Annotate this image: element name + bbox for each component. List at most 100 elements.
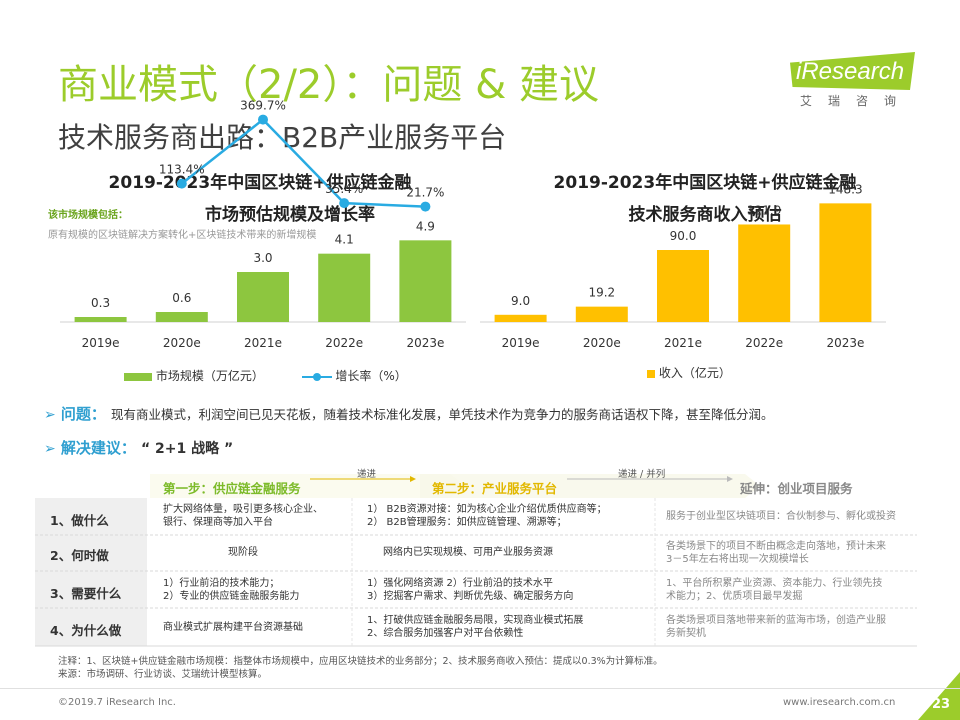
row1-col1-line1: 扩大网络体量，吸引更多核心企业、 — [163, 504, 323, 515]
row-label-when: 2、何时做 — [50, 548, 109, 563]
arrow1-head — [410, 476, 416, 482]
table-label-column — [35, 498, 147, 646]
row4-col3-line2: 务新契机 — [666, 628, 706, 639]
chart1-svg: 0.3 0.6 3.0 4.1 4.9 113.4% 369.7% 35.4% 21.7% 2… — [60, 99, 886, 350]
chart1-bar-2022e — [738, 224, 791, 322]
market-note-label: 该市场规模包括： — [48, 210, 128, 221]
chart0-bar-label-2019e: 0.3 — [91, 296, 110, 310]
chart0-bar-2022e — [318, 253, 371, 322]
chart2-legend: 收入（亿元） — [647, 364, 731, 381]
row-label-need: 3、需要什么 — [50, 586, 122, 601]
arrow2-label: 递进 / 并列 — [618, 469, 666, 480]
chart0-tick-2023e: 2023e — [406, 336, 444, 350]
problem-line: ➢ 问题： 现有商业模式，利润空间已见天花板，随着技术标准化发展，单凭技术作为竞… — [44, 403, 773, 424]
row3-col3-line1: 1、平台所积累产业资源、资本能力、行业领先技 — [666, 578, 883, 589]
chart2-title-line2: 技术服务商收入预估 — [628, 205, 782, 225]
growth-point-2022e — [339, 198, 350, 209]
legend-revenue-swatch — [647, 369, 655, 378]
growth-point-2021e — [258, 114, 268, 125]
logo-text: iResearch — [796, 58, 905, 85]
row3-col1: 1）行业前沿的技术能力； 2）专业的供应链金融服务能力 — [163, 577, 299, 603]
solution-text: “ 2+1 战略 ” — [140, 441, 234, 457]
row4-col2-line1: 1、打破供应链金融服务局限，实现商业模式拓展 — [367, 615, 584, 626]
row3-col1-line2: 2）专业的供应链金融服务能力 — [163, 591, 300, 602]
growth-point-2023e — [420, 201, 431, 212]
chart1-tick-2020e: 2020e — [583, 336, 621, 350]
page-number: 23 — [932, 697, 951, 712]
row1-col2: 1） B2B资源对接：如为核心企业介绍优质供应商等； 2） B2B管理服务：如供… — [367, 503, 607, 529]
row3-col2-line2: 3）挖掘客户需求、判断优先级、确定服务方向 — [367, 591, 574, 602]
chart1-bar-label-2021e: 90.0 — [670, 229, 697, 243]
chart0-bar-label-2022e: 4.1 — [335, 233, 354, 247]
legend-bar-swatch — [124, 372, 152, 381]
footer-copyright: ©2019.7 iResearch Inc. — [58, 697, 176, 708]
chart1-bar-label-2023e: 148.3 — [828, 182, 862, 196]
footnote-line2: 来源：市场调研、行业访谈、艾瑞统计模型核算。 — [58, 669, 268, 680]
row1-col2-line1: 1） B2B资源对接：如为核心企业介绍优质供应商等； — [367, 504, 607, 515]
row3-col3: 1、平台所积累产业资源、资本能力、行业领先技 术能力；2、优质项目最早发掘 — [666, 577, 882, 603]
growth-label-2021e: 369.7% — [240, 99, 286, 113]
chart0-bar-2021e — [237, 272, 289, 322]
footnote-line1: 注释：1、区块链+供应链金融市场规模：指整体市场规模中，应用区块链技术的业务部分… — [58, 656, 663, 667]
row2-col3-line1: 各类场景下的项目不断由概念走向落地，预计未来 — [666, 541, 886, 552]
row-label-why: 4、为什么做 — [50, 623, 122, 638]
row4-col1: 商业模式扩展构建平台资源基础 — [163, 622, 303, 633]
solution-label: 解决建议： — [60, 439, 136, 457]
chart0-bar-2019e — [74, 317, 127, 322]
chart1-tick-2019e: 2019e — [502, 336, 540, 350]
row4-col2: 1、打破供应链金融服务局限，实现商业模式拓展 2、综合服务加强客户对平台依赖性 — [367, 614, 583, 640]
chart1-tick-2021e: 2021e — [664, 336, 702, 350]
legend-revenue: 收入（亿元） — [658, 366, 731, 380]
growth-point-2020e — [176, 178, 187, 189]
problem-label: 问题： — [60, 405, 106, 423]
iresearch-logo: iResearch 艾瑞咨询 — [790, 52, 915, 108]
footnote: 注释：1、区块链+供应链金融市场规模：指整体市场规模中，应用区块链技术的业务部分… — [58, 655, 663, 681]
arrow-right-icon: ➢ — [44, 407, 56, 423]
legend-line-swatch — [301, 372, 332, 382]
page-corner-shape — [918, 672, 960, 720]
logo-cn-text: 艾瑞咨询 — [800, 94, 913, 108]
chart1-bar-2021e — [657, 250, 709, 322]
row4-col3: 各类场景项目落地带来新的蓝海市场，创造产业服 务新契机 — [666, 614, 886, 640]
page-title: 商业模式（2/2）：问题 & 建议 — [58, 62, 599, 108]
chart1-bar-label-2020e: 19.2 — [588, 286, 615, 300]
chart0-tick-2021e: 2021e — [244, 336, 282, 350]
footer-url[interactable]: www.iresearch.com.cn — [783, 697, 896, 708]
table-bg — [35, 498, 917, 646]
chart0-tick-2020e: 2020e — [163, 336, 201, 350]
chart1-tick-2023e: 2023e — [826, 336, 864, 350]
chart1-title-line2: 市场预估规模及增长率 — [205, 205, 375, 225]
chart2-title-line1: 2019-2023年中国区块链+供应链金融 — [553, 173, 857, 193]
step2-arrow-bg — [420, 474, 760, 498]
growth-label-2022e: 35.4% — [325, 182, 363, 196]
row2-col2: 网络内已实现规模、可用产业服务资源 — [383, 547, 553, 558]
row2-col3: 各类场景下的项目不断由概念走向落地，预计未来 3－5年左右将出现一次规模增长 — [666, 540, 886, 566]
row4-col2-line2: 2、综合服务加强客户对平台依赖性 — [367, 628, 524, 639]
chart0-bar-2023e — [399, 240, 452, 322]
row1-col1: 扩大网络体量，吸引更多核心企业、 银行、保理商等加入平台 — [163, 503, 323, 529]
legend-market-size: 市场规模（万亿元） — [155, 369, 264, 383]
problem-text: 现有商业模式，利润空间已见天花板，随着技术标准化发展，单凭技术作为竞争力的服务商… — [110, 407, 774, 422]
row2-col1: 现阶段 — [228, 547, 258, 558]
row3-col1-line1: 1）行业前沿的技术能力； — [163, 578, 280, 589]
market-note-text: 原有规模的区块链解决方案转化+区块链技术带来的新增规模 — [48, 230, 317, 241]
chart1-bar-2023e — [819, 203, 872, 322]
row1-col1-line2: 银行、保理商等加入平台 — [163, 517, 273, 528]
growth-rate-line — [181, 117, 426, 208]
step1-label: 第一步：供应链金融服务 — [163, 481, 301, 496]
chart1-bar-label-2019e: 9.0 — [511, 294, 530, 308]
row1-col3: 服务于创业型区块链项目：合伙制参与、孵化或投资 — [666, 511, 896, 522]
step3-label: 延伸：创业项目服务 — [740, 481, 853, 496]
chart1-legend: 市场规模（万亿元） 增长率（%） — [124, 367, 407, 384]
chart0-bar-label-2023e: 4.9 — [416, 219, 435, 233]
solution-line: ➢ 解决建议： “ 2+1 战略 ” — [44, 437, 233, 458]
row4-col3-line1: 各类场景项目落地带来新的蓝海市场，创造产业服 — [666, 615, 886, 626]
chart1-bar-2020e — [575, 306, 628, 322]
growth-label-2023e: 21.7% — [406, 186, 444, 200]
row1-col2-line2: 2） B2B管理服务：如供应链管理、溯源等； — [367, 517, 567, 528]
chart1-title-line1: 2019-2023年中国区块链+供应链金融 — [108, 173, 412, 193]
arrow2-head — [727, 476, 733, 482]
legend-growth-rate: 增长率（%） — [335, 369, 407, 383]
arrow1-label: 递进 — [357, 469, 377, 480]
